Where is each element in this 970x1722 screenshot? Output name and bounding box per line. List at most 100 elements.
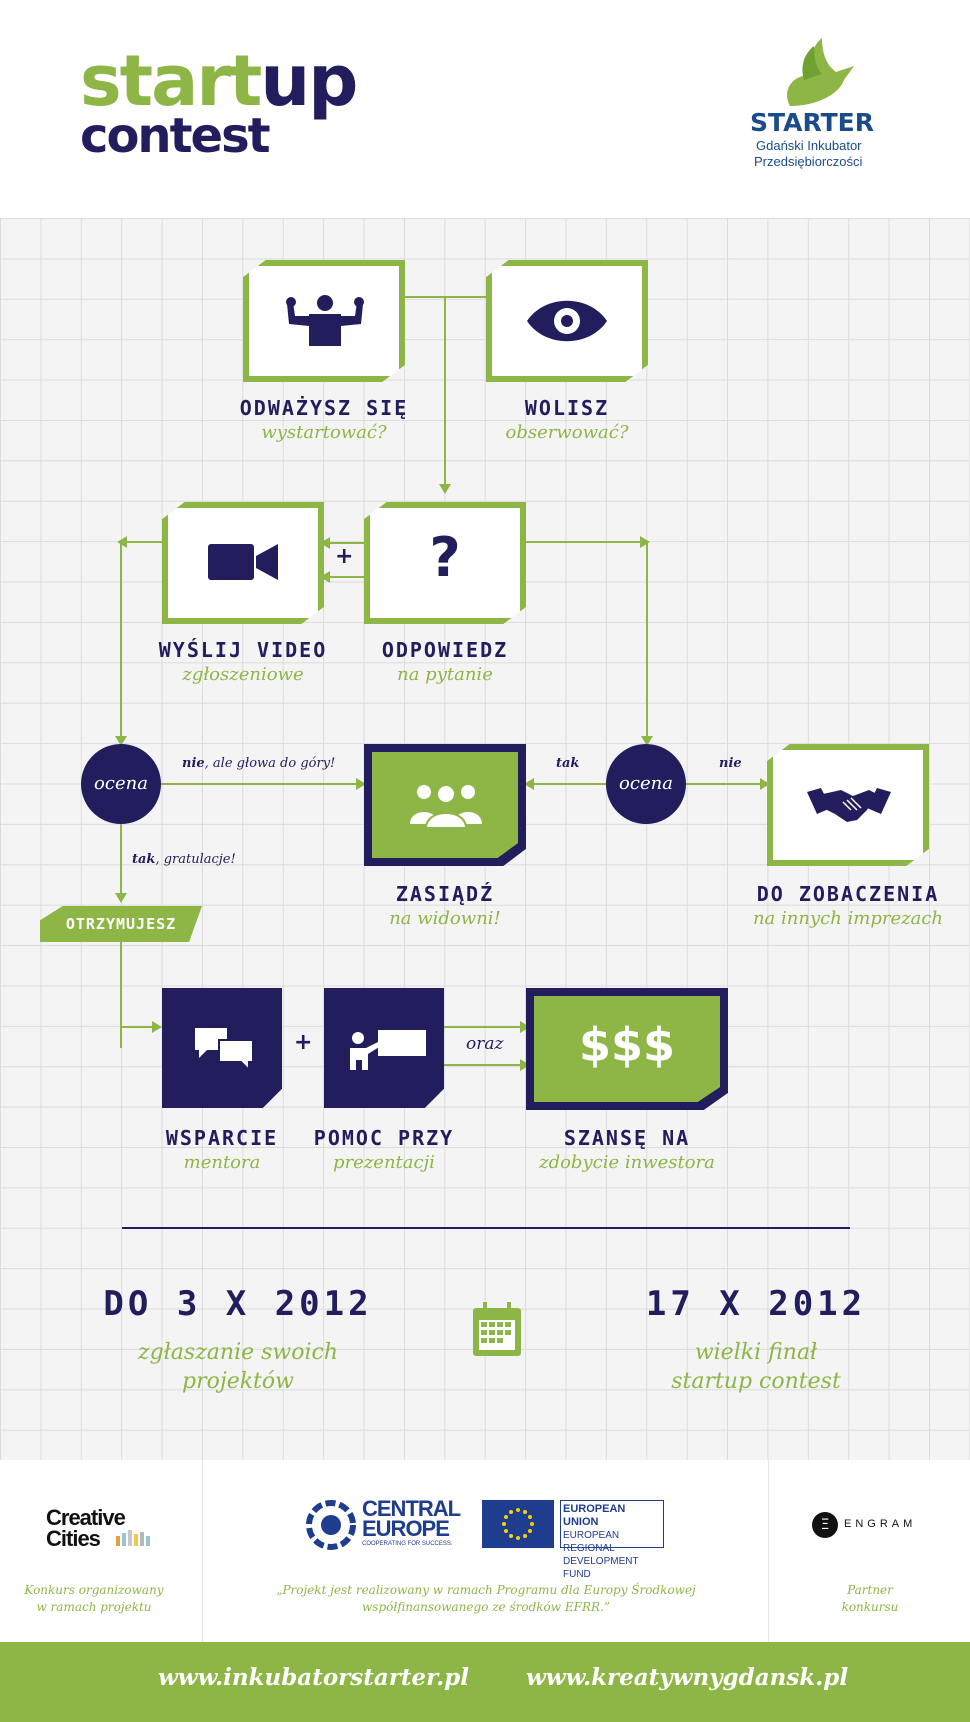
handshake-icon [807,788,891,822]
question-mark-icon: ? [429,526,461,589]
strongman-icon [286,295,364,346]
presenter-icon [350,1030,426,1070]
eval-left-circle: ocena [81,744,161,824]
join-sub: na widowni! [389,908,501,929]
money-box: $$$ [526,988,728,1110]
arrow [640,536,650,548]
mentor-title: WSPARCIE [165,1126,279,1150]
connector [646,541,648,741]
bye-sub: na innych imprezach [752,908,944,929]
connector [328,576,364,578]
yes-annotation: tak, gratulacje! [132,852,236,867]
audience-icon [410,784,482,828]
logo-up: up [260,40,358,122]
flowchart-area: ODWAŻYSZ SIĘ wystartować? WOLISZ obserwo… [0,218,970,1460]
connector [444,1064,524,1066]
eye-icon [527,300,607,342]
arrow [320,537,330,549]
partner-divider [768,1460,769,1642]
dare-box [243,260,405,382]
money-sub: zdobycie inwestora [539,1152,715,1173]
mentor-box [162,988,282,1108]
eu-flag [482,1500,554,1548]
deadline-sub1: zgłaszanie swoich [137,1340,339,1365]
ce-line3: COOPERATING FOR SUCCESS. [362,1541,453,1547]
yes-rest: , gratulacje! [155,852,236,867]
engram-caption1: Partner [847,1583,893,1597]
answer-title: ODPOWIEDZ [381,638,509,662]
answer-sub: na pytanie [397,664,493,685]
ce-line1: CENTRAL [362,1496,461,1521]
partners-section: Creative Cities Konkurs organizowany w r… [0,1460,970,1642]
plus-sign: + [335,544,354,569]
arrow [152,1021,162,1033]
starter-name: STARTER [750,108,874,137]
receive-label: OTRZYMUJESZ [40,906,202,942]
join-box [364,744,526,866]
nie-annotation: nie [719,756,742,771]
connector [120,1026,156,1028]
url-kreatywny-link[interactable]: www.kreatywnygdansk.pl [526,1664,849,1691]
no-word: nie [182,756,205,771]
money-title: SZANSĘ NA [563,1126,691,1150]
starter-logo: STARTER Gdański Inkubator Przedsiębiorcz… [740,36,880,169]
pitch-box [324,988,444,1108]
final-date: 17 X 2012 [645,1284,867,1324]
engram-caption2: konkursu [841,1600,899,1614]
connector [400,296,486,298]
connector [444,296,446,486]
arrow [439,484,451,494]
header: startup contest STARTER Gdański Inkubato… [0,0,970,218]
join-title: ZASIĄDŹ [395,882,495,906]
eu-line1: EUROPEAN UNION [563,1503,626,1528]
final-sub1: wielki finał [694,1340,818,1365]
mentor-sub: mentora [183,1152,261,1173]
partner-divider [202,1460,203,1642]
connector [160,783,356,785]
cc-caption1: Konkurs organizowany [24,1583,164,1597]
oraz-annotation: oraz [466,1034,504,1054]
starter-sub2: Przedsiębiorczości [754,154,863,169]
cc-caption2: w ramach projektu [36,1600,152,1614]
arrow [760,778,770,790]
arrow [320,571,330,583]
deadline-date: DO 3 X 2012 [103,1284,373,1324]
pitch-title: POMOC PRZY [313,1126,455,1150]
no-but-annotation: nie, ale głowa do góry! [182,756,335,771]
cc-line1: Creative [46,1505,126,1530]
ce-line2: EUROPE [362,1516,450,1541]
video-title: WYŚLIJ VIDEO [158,638,328,662]
dare-title: ODWAŻYSZ SIĘ [239,396,409,420]
connector [534,783,608,785]
engram-name: ENGRAM [844,1518,917,1530]
bye-title: DO ZOBACZENIA [756,882,940,906]
eu-stars-icon [502,1508,534,1540]
logo-start: start [80,40,262,122]
video-box [162,502,324,624]
watch-title: WOLISZ [524,396,610,420]
footer: www.inkubatorstarter.pl www.kreatywnygda… [0,1642,970,1722]
engram-mark-icon: Ξ [812,1512,838,1538]
connector [121,541,165,543]
calendar-icon [473,1302,521,1356]
connector [444,1026,524,1028]
arrow [520,1059,530,1071]
logo-contest: contest [80,108,271,164]
watch-box [486,260,648,382]
video-sub: zgłoszeniowe [182,664,304,685]
cc-bars-icon [116,1530,150,1546]
startup-contest-logo: startup contest [80,46,358,164]
final-sub2: startup contest [671,1369,841,1394]
pitch-sub: prezentacji [333,1152,435,1173]
yes-word: tak [132,852,156,867]
chat-bubbles-icon [195,1028,254,1070]
url-inkubator-link[interactable]: www.inkubatorstarter.pl [158,1664,469,1691]
arrow [524,778,534,790]
arrow [356,778,366,790]
cc-line2: Cities [46,1526,101,1551]
connector [120,823,122,895]
no-rest: , ale głowa do góry! [204,756,336,771]
connector [686,783,762,785]
divider [122,1227,850,1229]
plus-sign: + [294,1030,313,1055]
